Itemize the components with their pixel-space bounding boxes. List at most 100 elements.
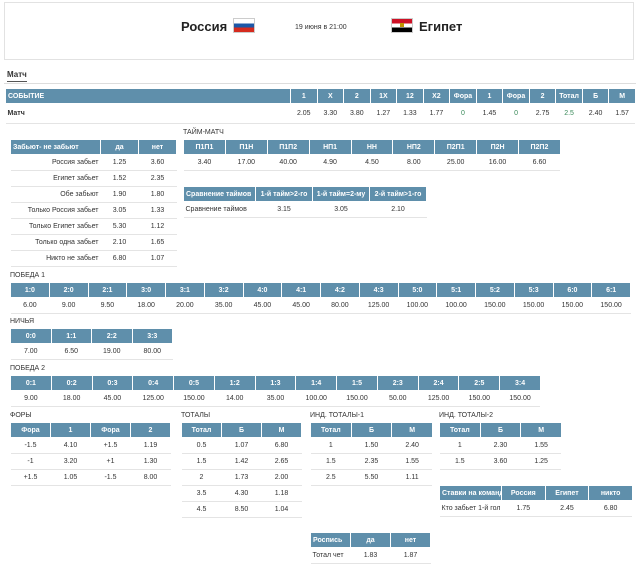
odds-cell[interactable]: 3.15 (255, 201, 313, 218)
odds-cell[interactable]: 6.80 (588, 500, 633, 517)
odds-cell[interactable]: 150.00 (173, 390, 215, 407)
odds-cell[interactable]: +1.5 (10, 469, 51, 486)
odds-cell[interactable]: 1.07 (138, 250, 177, 267)
odds-cell[interactable]: 45.00 (92, 390, 133, 407)
odds-cell[interactable]: -1 (10, 453, 51, 470)
odds-cell[interactable]: 25.00 (434, 154, 477, 171)
odds-cell[interactable]: 1.55 (520, 437, 562, 454)
odds-cell[interactable]: 2.65 (261, 453, 302, 470)
odds-cell[interactable]: 150.00 (475, 297, 515, 314)
odds-cell[interactable]: 3.05 (312, 201, 370, 218)
odds-cell[interactable]: 0 (449, 103, 477, 124)
odds-cell[interactable]: 1 (310, 437, 352, 454)
odds-cell[interactable]: 1.75 (501, 500, 546, 517)
odds-cell[interactable]: 100.00 (295, 390, 337, 407)
odds-cell[interactable]: 9.50 (88, 297, 127, 314)
odds-cell[interactable]: 16.00 (476, 154, 519, 171)
odds-cell[interactable]: 1.5 (439, 453, 481, 470)
odds-cell[interactable]: 3.60 (480, 453, 521, 470)
odds-cell[interactable]: 2.40 (391, 437, 433, 454)
odds-cell[interactable]: 6.50 (51, 343, 92, 360)
odds-cell[interactable]: 150.00 (336, 390, 378, 407)
odds-cell[interactable]: 8.00 (392, 154, 435, 171)
odds-cell[interactable]: 1.18 (261, 485, 302, 502)
odds-cell[interactable]: 2.10 (100, 234, 139, 251)
odds-cell[interactable]: 20.00 (165, 297, 205, 314)
odds-cell[interactable]: 100.00 (436, 297, 476, 314)
odds-cell[interactable]: 3.05 (100, 202, 139, 219)
odds-cell[interactable]: 125.00 (132, 390, 174, 407)
odds-cell[interactable]: 125.00 (359, 297, 398, 314)
odds-cell[interactable]: 4.50 (351, 154, 393, 171)
odds-cell[interactable]: 1.25 (520, 453, 562, 470)
odds-cell[interactable]: 18.00 (51, 390, 93, 407)
odds-cell[interactable]: 1.87 (390, 547, 431, 564)
odds-cell[interactable]: 1.30 (130, 453, 171, 470)
odds-cell[interactable]: 1.19 (130, 437, 171, 454)
odds-cell[interactable]: 6.60 (518, 154, 561, 171)
odds-cell[interactable]: 2.35 (351, 453, 392, 470)
odds-cell[interactable]: 2.35 (138, 170, 177, 187)
odds-cell[interactable]: 1.83 (350, 547, 391, 564)
odds-cell[interactable]: 9.00 (10, 390, 52, 407)
odds-cell[interactable]: 2.10 (369, 201, 427, 218)
odds-cell[interactable]: 3.40 (183, 154, 226, 171)
odds-cell[interactable]: 7.00 (10, 343, 51, 360)
odds-cell[interactable]: 150.00 (499, 390, 541, 407)
odds-cell[interactable]: 5.30 (100, 218, 139, 235)
tab[interactable]: Матч (7, 70, 27, 82)
odds-cell[interactable]: 3.80 (343, 103, 371, 124)
odds-cell[interactable]: 1.42 (221, 453, 262, 470)
odds-cell[interactable]: 8.50 (221, 501, 262, 518)
odds-cell[interactable]: 2.30 (480, 437, 521, 454)
odds-cell[interactable]: 1.80 (138, 186, 177, 203)
odds-cell[interactable]: 1.07 (221, 437, 262, 454)
odds-cell[interactable]: 1.25 (100, 154, 139, 171)
odds-cell[interactable]: 150.00 (514, 297, 553, 314)
odds-cell[interactable]: 1 (439, 437, 481, 454)
odds-cell[interactable]: 100.00 (398, 297, 437, 314)
odds-cell[interactable]: 2.5 (555, 103, 583, 124)
odds-cell[interactable]: 1.11 (391, 469, 433, 486)
odds-cell[interactable]: 1.57 (608, 103, 636, 124)
odds-cell[interactable]: 150.00 (591, 297, 631, 314)
odds-cell[interactable]: 1.33 (396, 103, 424, 124)
odds-cell[interactable]: 1.52 (100, 170, 139, 187)
odds-cell[interactable]: 2.05 (290, 103, 318, 124)
odds-cell[interactable]: 0.5 (181, 437, 222, 454)
odds-cell[interactable]: 4.90 (309, 154, 351, 171)
odds-cell[interactable]: 17.00 (225, 154, 268, 171)
odds-cell[interactable]: 1.33 (138, 202, 177, 219)
odds-cell[interactable]: 125.00 (418, 390, 459, 407)
odds-cell[interactable]: 1.05 (50, 469, 91, 486)
odds-cell[interactable]: 2.75 (529, 103, 556, 124)
odds-cell[interactable]: 80.00 (320, 297, 360, 314)
odds-cell[interactable]: 5.50 (351, 469, 392, 486)
odds-cell[interactable]: 1.65 (138, 234, 177, 251)
odds-cell[interactable]: 1.77 (423, 103, 450, 124)
odds-cell[interactable]: 1.5 (310, 453, 352, 470)
odds-cell[interactable]: 1.55 (391, 453, 433, 470)
odds-cell[interactable]: +1 (90, 453, 131, 470)
odds-cell[interactable]: 35.00 (255, 390, 296, 407)
odds-cell[interactable]: 45.00 (243, 297, 282, 314)
odds-cell[interactable]: 1.45 (476, 103, 503, 124)
odds-cell[interactable]: 9.00 (49, 297, 88, 314)
odds-cell[interactable]: 1.50 (351, 437, 392, 454)
odds-cell[interactable]: 45.00 (281, 297, 321, 314)
odds-cell[interactable]: 1.12 (138, 218, 177, 235)
odds-cell[interactable]: 2.45 (545, 500, 589, 517)
odds-cell[interactable]: 4.30 (221, 485, 262, 502)
odds-cell[interactable]: 6.00 (10, 297, 50, 314)
odds-cell[interactable]: 19.00 (91, 343, 132, 360)
odds-cell[interactable]: 35.00 (204, 297, 243, 314)
odds-cell[interactable]: 4.5 (181, 501, 222, 518)
odds-cell[interactable]: 1.90 (100, 186, 139, 203)
odds-cell[interactable]: 3.5 (181, 485, 222, 502)
odds-cell[interactable]: 4.10 (50, 437, 91, 454)
odds-cell[interactable]: 3.30 (317, 103, 344, 124)
odds-cell[interactable]: 2.5 (310, 469, 352, 486)
odds-cell[interactable]: 2.40 (582, 103, 609, 124)
odds-cell[interactable]: -1.5 (10, 437, 51, 454)
odds-cell[interactable]: 6.80 (100, 250, 139, 267)
